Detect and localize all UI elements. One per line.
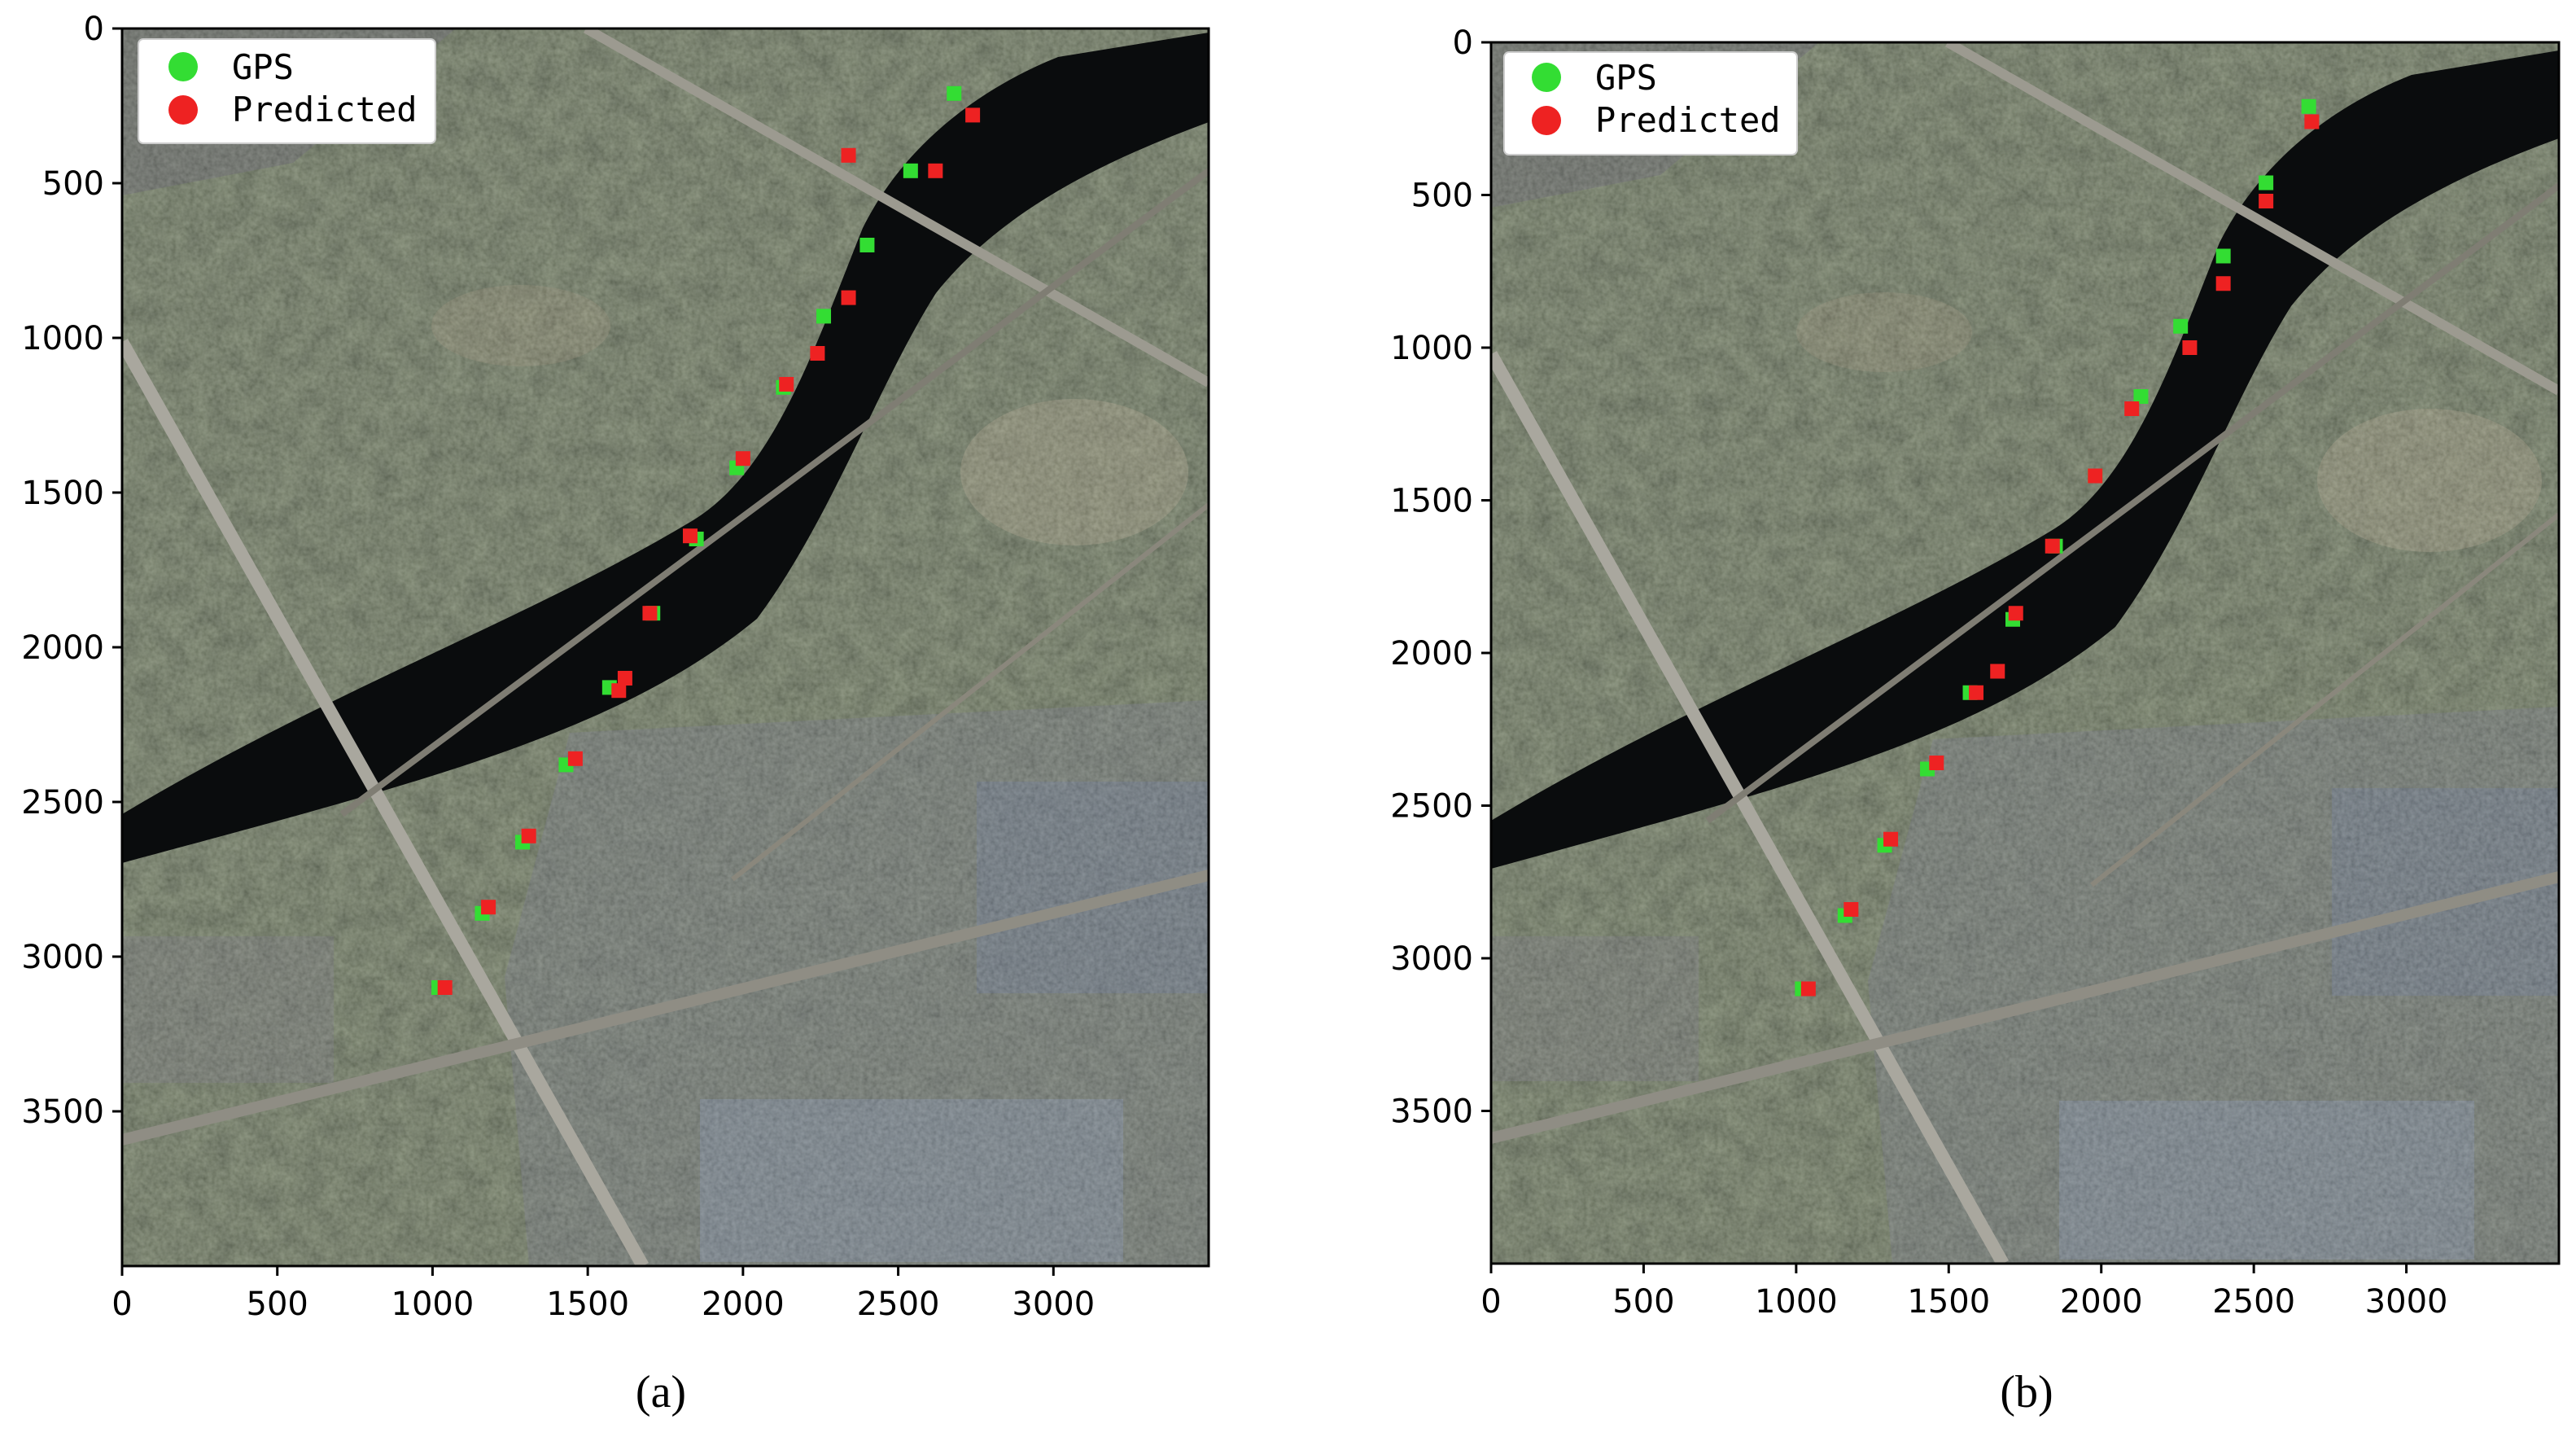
- predicted-point: [928, 163, 943, 178]
- y-tick-label: 1000: [1390, 330, 1473, 367]
- y-axis: 0 500 1000 1500 2000 2500 3000 3500: [21, 11, 122, 1131]
- gps-point: [816, 309, 832, 324]
- predicted-point: [683, 528, 698, 544]
- gps-point: [2133, 389, 2149, 404]
- predicted-point: [2124, 401, 2140, 416]
- legend-gps-marker: [168, 52, 198, 81]
- y-tick-label: 1500: [1390, 483, 1473, 520]
- x-tick-label: 2500: [857, 1286, 940, 1323]
- gps-point: [2215, 248, 2231, 264]
- predicted-point: [611, 683, 627, 699]
- x-tick-label: 1000: [1755, 1283, 1838, 1321]
- data-marks: [431, 85, 981, 995]
- legend-predicted-label: Predicted: [232, 90, 418, 129]
- legend-predicted-label: Predicted: [1595, 100, 1781, 140]
- y-tick-label: 2000: [1390, 635, 1473, 672]
- x-tick-label: 500: [1612, 1283, 1674, 1321]
- y-tick-label: 2000: [21, 629, 104, 667]
- y-tick-label: 3000: [1390, 940, 1473, 978]
- predicted-point: [521, 828, 536, 843]
- panel-a: 0 500 1000 1500 2000 2500 3000 0 500 1000 1500 200…: [21, 11, 1210, 1417]
- gps-point: [2173, 318, 2189, 334]
- legend: GPS Predicted: [1503, 51, 1798, 156]
- y-tick-label: 3000: [21, 939, 104, 976]
- predicted-point: [567, 751, 583, 766]
- predicted-point: [779, 377, 794, 392]
- y-tick-label: 1500: [21, 475, 104, 512]
- gps-point: [2301, 99, 2316, 114]
- legend-predicted-marker: [168, 95, 198, 125]
- predicted-point: [1969, 685, 1984, 700]
- satellite-background: [1491, 42, 2559, 1264]
- x-tick-label: 1500: [1907, 1283, 1990, 1321]
- y-tick-label: 0: [1453, 24, 1473, 62]
- predicted-point: [437, 980, 453, 995]
- x-tick-label: 3000: [2365, 1283, 2448, 1321]
- y-tick-label: 2500: [21, 784, 104, 821]
- x-tick-label: 2000: [702, 1286, 785, 1323]
- data-marks: [1795, 99, 2320, 997]
- predicted-point: [2215, 276, 2231, 291]
- predicted-point: [617, 671, 632, 686]
- y-tick-label: 3500: [1390, 1093, 1473, 1131]
- x-tick-label: 2000: [2060, 1283, 2143, 1321]
- predicted-point: [1843, 902, 1859, 917]
- predicted-point: [1929, 756, 1944, 770]
- gps-point: [903, 163, 918, 178]
- y-tick-label: 500: [42, 165, 104, 203]
- predicted-point: [2259, 194, 2274, 208]
- predicted-point: [2045, 538, 2060, 554]
- legend-gps-marker: [1532, 63, 1561, 92]
- x-tick-label: 0: [112, 1286, 132, 1323]
- legend-box: [1503, 51, 1798, 156]
- predicted-point: [810, 346, 825, 361]
- predicted-point: [2304, 114, 2320, 129]
- gps-point: [2259, 175, 2274, 191]
- y-tick-label: 2500: [1390, 788, 1473, 826]
- predicted-point: [2182, 340, 2198, 355]
- x-tick-label: 3000: [1012, 1286, 1095, 1323]
- legend: GPS Predicted: [138, 38, 436, 144]
- y-tick-label: 3500: [21, 1093, 104, 1131]
- x-axis: 0 500 1000 1500 2000 2500 3000: [112, 1266, 1095, 1323]
- caption-b: (b): [2000, 1367, 2053, 1417]
- predicted-point: [1883, 831, 1899, 847]
- x-tick-label: 0: [1480, 1283, 1501, 1321]
- predicted-point: [841, 147, 856, 163]
- y-axis: 0 500 1000 1500 2000 2500 3000 3500: [1390, 24, 1491, 1131]
- x-tick-label: 1500: [546, 1286, 629, 1323]
- legend-gps-label: GPS: [1595, 58, 1657, 98]
- predicted-point: [965, 107, 981, 123]
- y-tick-label: 0: [84, 11, 104, 48]
- predicted-point: [841, 290, 856, 305]
- predicted-point: [1800, 981, 1816, 997]
- predicted-point: [1990, 664, 2005, 679]
- x-tick-label: 1000: [391, 1286, 475, 1323]
- gps-point: [859, 238, 875, 252]
- legend-predicted-marker: [1532, 106, 1561, 135]
- x-tick-label: 2500: [2212, 1283, 2295, 1321]
- y-tick-label: 1000: [21, 320, 104, 357]
- x-axis: 0 500 1000 1500 2000 2500 3000: [1480, 1264, 2447, 1321]
- y-tick-label: 500: [1411, 177, 1473, 215]
- predicted-point: [735, 451, 750, 467]
- predicted-point: [642, 606, 658, 621]
- gps-point: [947, 85, 962, 101]
- predicted-point: [2088, 468, 2103, 484]
- caption-a: (a): [636, 1367, 686, 1417]
- legend-gps-label: GPS: [232, 47, 294, 87]
- panel-b: 0 500 1000 1500 2000 2500 3000 0 500 1000 1500 200…: [1390, 24, 2561, 1417]
- predicted-point: [2008, 606, 2023, 621]
- x-tick-label: 500: [247, 1286, 308, 1323]
- satellite-background: [122, 28, 1209, 1266]
- predicted-point: [481, 900, 496, 915]
- legend-box: [138, 38, 436, 144]
